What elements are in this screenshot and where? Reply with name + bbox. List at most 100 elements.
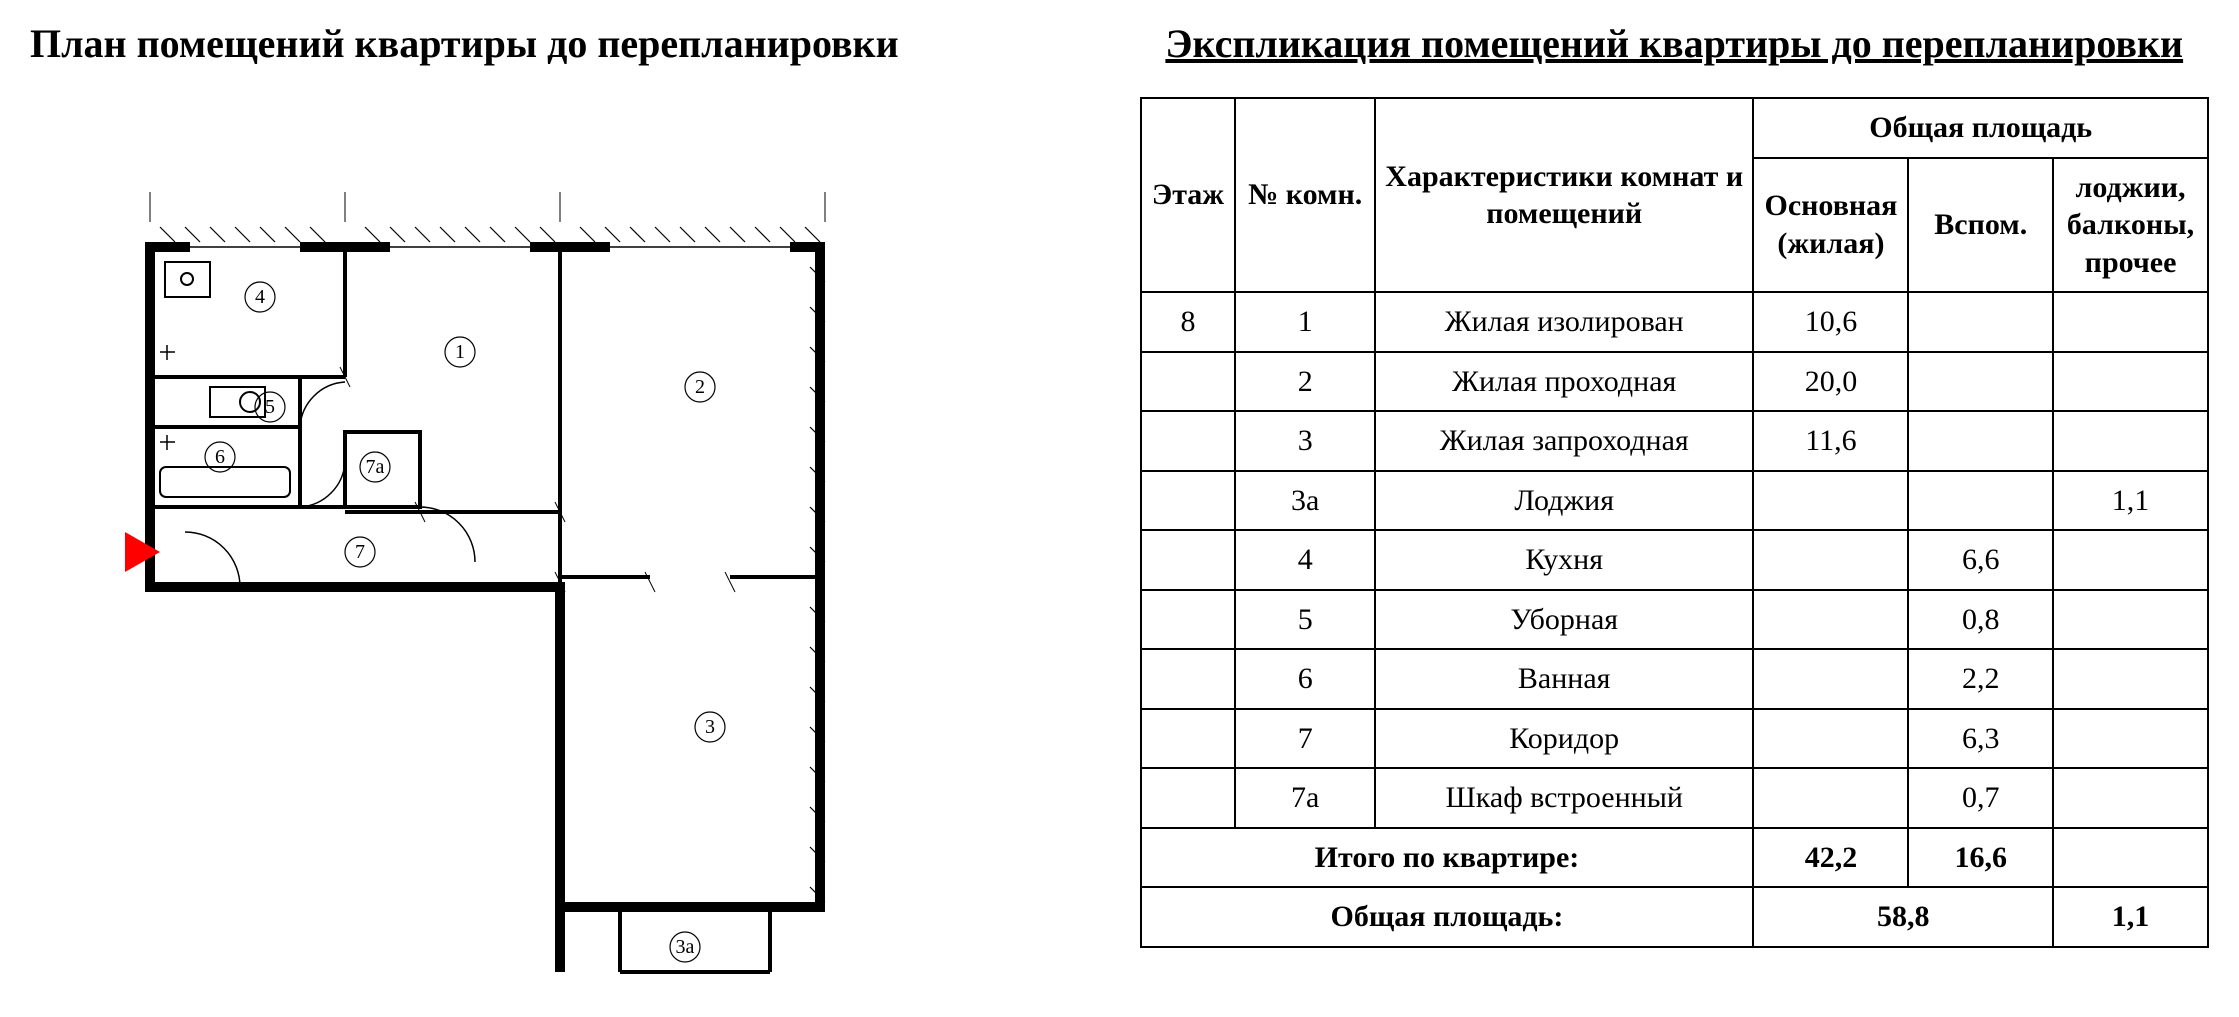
th-totalarea: Общая площадь (1753, 98, 2208, 158)
cell-aux (1908, 411, 2053, 471)
cell-other (2053, 709, 2208, 769)
cell-main (1753, 709, 1908, 769)
cell-other (2053, 352, 2208, 412)
total-apt-other (2053, 828, 2208, 888)
cell-no: 3 (1235, 411, 1375, 471)
cell-desc: Жилая проходная (1375, 352, 1754, 412)
cell-other (2053, 292, 2208, 352)
total-overall-label: Общая площадь: (1141, 887, 1754, 947)
table-row: 5Уборная 0,8 (1141, 590, 2209, 650)
cell-desc: Жилая изолирован (1375, 292, 1754, 352)
th-desc: Характеристики комнат и помещений (1375, 98, 1754, 292)
th-other: лоджии, балконы, прочее (2053, 158, 2208, 293)
cell-main (1753, 590, 1908, 650)
cell-aux: 6,6 (1908, 530, 2053, 590)
cell-main: 20,0 (1753, 352, 1908, 412)
cell-no: 7 (1235, 709, 1375, 769)
cell-floor (1141, 530, 1236, 590)
cell-desc: Шкаф встроенный (1375, 768, 1754, 828)
room-label-5: 5 (265, 396, 275, 418)
floorplan-svg: 1 2 3 3a 4 5 6 7 7a (90, 117, 870, 997)
room-label-6: 6 (215, 446, 225, 468)
cell-main (1753, 530, 1908, 590)
table-total-apt: Итого по квартире: 42,2 16,6 (1141, 828, 2209, 888)
room-label-3a: 3a (676, 936, 695, 958)
cell-main (1753, 768, 1908, 828)
cell-no: 2 (1235, 352, 1375, 412)
wall-hatching (160, 227, 825, 902)
total-apt-label: Итого по квартире: (1141, 828, 1754, 888)
cell-main (1753, 471, 1908, 531)
room-label-4: 4 (255, 286, 265, 308)
room-label-7: 7 (355, 541, 365, 563)
cell-floor: 8 (1141, 292, 1236, 352)
room-labels: 1 2 3 3a 4 5 6 7 7a (205, 282, 725, 962)
cell-floor (1141, 471, 1236, 531)
cell-other (2053, 590, 2208, 650)
table-row: 7аШкаф встроенный 0,7 (1141, 768, 2209, 828)
cell-floor (1141, 411, 1236, 471)
cell-floor (1141, 709, 1236, 769)
floorplan-panel: План помещений квартиры до перепланировк… (30, 20, 1080, 997)
table-row: 7Коридор 6,3 (1141, 709, 2209, 769)
cell-floor (1141, 352, 1236, 412)
cell-aux: 6,3 (1908, 709, 2053, 769)
table-row: 6Ванная2,2 (1141, 649, 2209, 709)
th-main: Основная (жилая) (1753, 158, 1908, 293)
cell-aux (1908, 292, 2053, 352)
room-label-3: 3 (705, 716, 715, 738)
fixtures (160, 262, 290, 497)
room-label-2: 2 (695, 376, 705, 398)
th-aux: Вспом. (1908, 158, 2053, 293)
cell-other (2053, 411, 2208, 471)
cell-main: 10,6 (1753, 292, 1908, 352)
cell-aux: 0,8 (1908, 590, 2053, 650)
plan-title: План помещений квартиры до перепланировк… (30, 20, 1080, 67)
cell-no: 5 (1235, 590, 1375, 650)
cell-no: 3а (1235, 471, 1375, 531)
cell-other (2053, 768, 2208, 828)
cell-aux: 2,2 (1908, 649, 2053, 709)
cell-floor (1141, 649, 1236, 709)
cell-floor (1141, 590, 1236, 650)
explication-title: Экспликация помещений квартиры до перепл… (1140, 20, 2210, 67)
table-row: 3Жилая запроходная11,6 (1141, 411, 2209, 471)
cell-desc: Уборная (1375, 590, 1754, 650)
cell-main (1753, 649, 1908, 709)
room-label-1: 1 (455, 341, 465, 363)
table-total-overall: Общая площадь: 58,8 1,1 (1141, 887, 2209, 947)
cell-desc: Жилая запроходная (1375, 411, 1754, 471)
cell-other (2053, 649, 2208, 709)
table-row: 3аЛоджия 1,1 (1141, 471, 2209, 531)
internal-dim-ticks (340, 367, 735, 592)
table-row: 2Жилая проходная20,0 (1141, 352, 2209, 412)
cell-main: 11,6 (1753, 411, 1908, 471)
total-apt-main: 42,2 (1753, 828, 1908, 888)
cell-aux (1908, 352, 2053, 412)
cell-other: 1,1 (2053, 471, 2208, 531)
outer-walls (145, 242, 825, 972)
total-overall-mainaux: 58,8 (1753, 887, 2053, 947)
room-label-7a: 7a (366, 456, 385, 478)
explication-table: Этаж № комн. Характеристики комнат и пом… (1140, 97, 2210, 948)
th-floor: Этаж (1141, 98, 1236, 292)
cell-desc: Кухня (1375, 530, 1754, 590)
cell-no: 1 (1235, 292, 1375, 352)
cell-no: 7а (1235, 768, 1375, 828)
cell-aux: 0,7 (1908, 768, 2053, 828)
total-overall-other: 1,1 (2053, 887, 2208, 947)
cell-desc: Лоджия (1375, 471, 1754, 531)
cell-other (2053, 530, 2208, 590)
cell-no: 6 (1235, 649, 1375, 709)
cell-floor (1141, 768, 1236, 828)
cell-no: 4 (1235, 530, 1375, 590)
th-roomno: № комн. (1235, 98, 1375, 292)
explication-panel: Экспликация помещений квартиры до перепл… (1140, 20, 2210, 948)
table-row: 4Кухня 6,6 (1141, 530, 2209, 590)
dim-ticks-top (150, 192, 825, 222)
table-row: 81Жилая изолирован10,6 (1141, 292, 2209, 352)
table-header-row-1: Этаж № комн. Характеристики комнат и пом… (1141, 98, 2209, 158)
total-apt-aux: 16,6 (1908, 828, 2053, 888)
cell-desc: Коридор (1375, 709, 1754, 769)
cell-aux (1908, 471, 2053, 531)
